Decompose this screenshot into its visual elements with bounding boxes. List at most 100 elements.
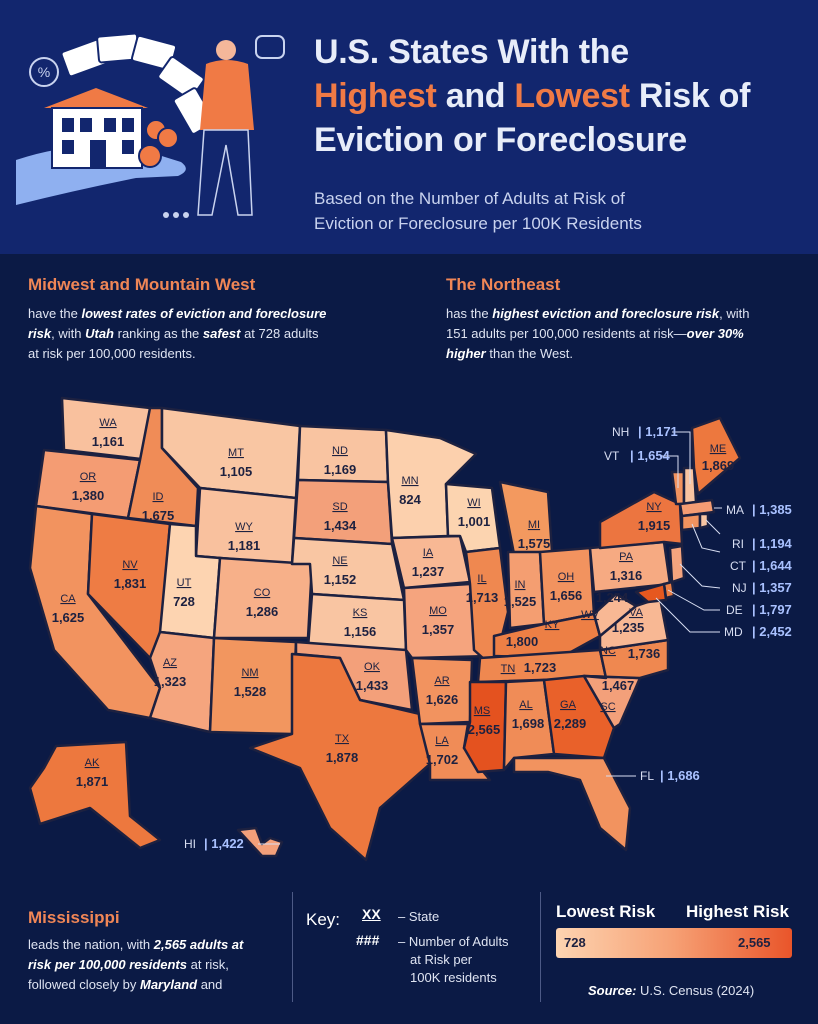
state-OR-abbr: OR [80, 471, 97, 483]
state-NH-value: | 1,171 [638, 424, 678, 439]
person-icon [197, 40, 254, 216]
state-VT-abbr: VT [604, 449, 620, 463]
state-SD-abbr: SD [332, 501, 347, 513]
state-MN-abbr: MN [401, 475, 418, 487]
legend-low-label: Lowest Risk [556, 902, 656, 921]
svg-text:%: % [38, 64, 50, 80]
state-NC-value: 1,736 [628, 646, 661, 661]
state-HI-value: | 1,422 [204, 836, 244, 851]
state-FL-value: | 1,686 [660, 768, 700, 783]
key-state-label: – State [398, 909, 440, 924]
legend-gradient-bar [556, 928, 792, 958]
legend-max-value: 2,565 [738, 935, 771, 950]
house-money-illustration: % [16, 32, 285, 218]
state-NE-abbr: NE [332, 555, 347, 567]
midwest-heading: Midwest and Mountain West [28, 275, 256, 294]
state-DE-value: | 1,797 [752, 602, 792, 617]
subtitle-line-1: Based on the Number of Adults at Risk of [314, 189, 625, 208]
state-HI [236, 826, 284, 858]
state-PA-value: 1,316 [610, 568, 643, 583]
speech-bubble-icon [255, 35, 285, 59]
state-NJ-value: | 1,357 [752, 580, 792, 595]
state-AL-abbr: AL [519, 699, 532, 711]
source-note: Source: U.S. Census (2024) [588, 983, 755, 998]
state-IL-value: 1,713 [466, 590, 499, 605]
state-GA-abbr: GA [560, 699, 577, 711]
title-highest: Highest [314, 77, 437, 115]
state-CA-value: 1,625 [52, 610, 85, 625]
state-AZ-value: 1,323 [154, 674, 187, 689]
state-ME [690, 416, 742, 496]
state-DE-abbr: DE [726, 603, 743, 617]
state-CT [680, 512, 702, 532]
state-MT-value: 1,105 [220, 464, 253, 479]
footer-divider-1 [292, 892, 293, 1002]
state-AR-value: 1,626 [426, 692, 459, 707]
state-MS-abbr: MS [474, 705, 491, 717]
state-HI-abbr: HI [184, 837, 196, 851]
state-NE-value: 1,152 [324, 572, 357, 587]
subtitle-line-2: Eviction or Foreclosure per 100K Residen… [314, 214, 642, 233]
state-KS-value: 1,156 [344, 624, 377, 639]
state-NM-value: 1,528 [234, 684, 267, 699]
title-risk-of: Risk of [629, 77, 751, 115]
legend-min-value: 728 [564, 935, 586, 950]
key-state-symbol: XX [362, 906, 381, 922]
state-KS-abbr: KS [353, 607, 368, 619]
state-OH-abbr: OH [558, 571, 575, 583]
state-CO-abbr: CO [254, 587, 271, 599]
state-PA-abbr: PA [619, 551, 634, 563]
state-WI-abbr: WI [467, 497, 480, 509]
state-MA-abbr: MA [726, 503, 744, 517]
state-WY-abbr: WY [235, 521, 253, 533]
state-OH-value: 1,656 [550, 588, 583, 603]
state-WA-abbr: WA [99, 417, 117, 429]
state-MO-abbr: MO [429, 605, 447, 617]
state-AR-abbr: AR [434, 675, 449, 687]
state-MO-value: 1,357 [422, 622, 455, 637]
state-MN-value: 824 [399, 492, 421, 507]
state-WV-abbr: WV [581, 609, 599, 621]
state-LA-abbr: LA [435, 735, 449, 747]
state-IN-value: 1,525 [504, 594, 537, 609]
state-WV [592, 592, 638, 638]
state-AL [502, 678, 556, 772]
state-MA [678, 498, 716, 518]
state-CT-abbr: CT [730, 559, 747, 573]
state-GA [542, 674, 616, 760]
northeast-text: has the highest eviction and foreclosure… [446, 306, 750, 361]
state-MI-value: 1,575 [518, 536, 551, 551]
footer-divider-2 [540, 892, 541, 1002]
state-VA-value: 1,235 [612, 620, 645, 635]
state-NV-value: 1,831 [114, 576, 147, 591]
state-OK-value: 1,433 [356, 678, 389, 693]
key-title: Key: [306, 910, 341, 929]
state-NH-abbr: NH [612, 425, 629, 439]
coin-icon [138, 119, 179, 168]
state-NC-abbr: NC [600, 645, 616, 657]
state-IL-abbr: IL [477, 573, 486, 585]
state-KS [306, 592, 408, 652]
state-NV-abbr: NV [122, 559, 138, 571]
state-OR-value: 1,380 [72, 488, 105, 503]
state-TN-value: 1,723 [524, 660, 557, 675]
title-line-2: Highest and Lowest Risk of [314, 74, 804, 118]
title-line-1: U.S. States With the [314, 33, 629, 71]
percent-icon [29, 57, 59, 87]
state-IA-value: 1,237 [412, 564, 445, 579]
state-KY-value: 1,800 [506, 634, 539, 649]
state-MD-value: | 2,452 [752, 624, 792, 639]
title-lowest: Lowest [514, 77, 630, 115]
state-VT-value: | 1,654 [630, 448, 671, 463]
state-VA-abbr: VA [629, 607, 644, 619]
money-bills-icon [60, 32, 216, 135]
state-NJ-abbr: NJ [732, 581, 747, 595]
us-choropleth-map: WA 1,161 OR 1,380 CA 1,625 ID 1,675 NV 1… [28, 396, 793, 862]
mississippi-text: leads the nation, with 2,565 adults at r… [28, 937, 244, 992]
state-AL-value: 1,698 [512, 716, 545, 731]
state-RI-value: | 1,194 [752, 536, 793, 551]
state-LA [418, 722, 492, 782]
state-MA-value: | 1,385 [752, 502, 792, 517]
house-icon [44, 88, 148, 169]
key-value-label: – Number of Adults at Risk per 100K resi… [398, 934, 509, 985]
